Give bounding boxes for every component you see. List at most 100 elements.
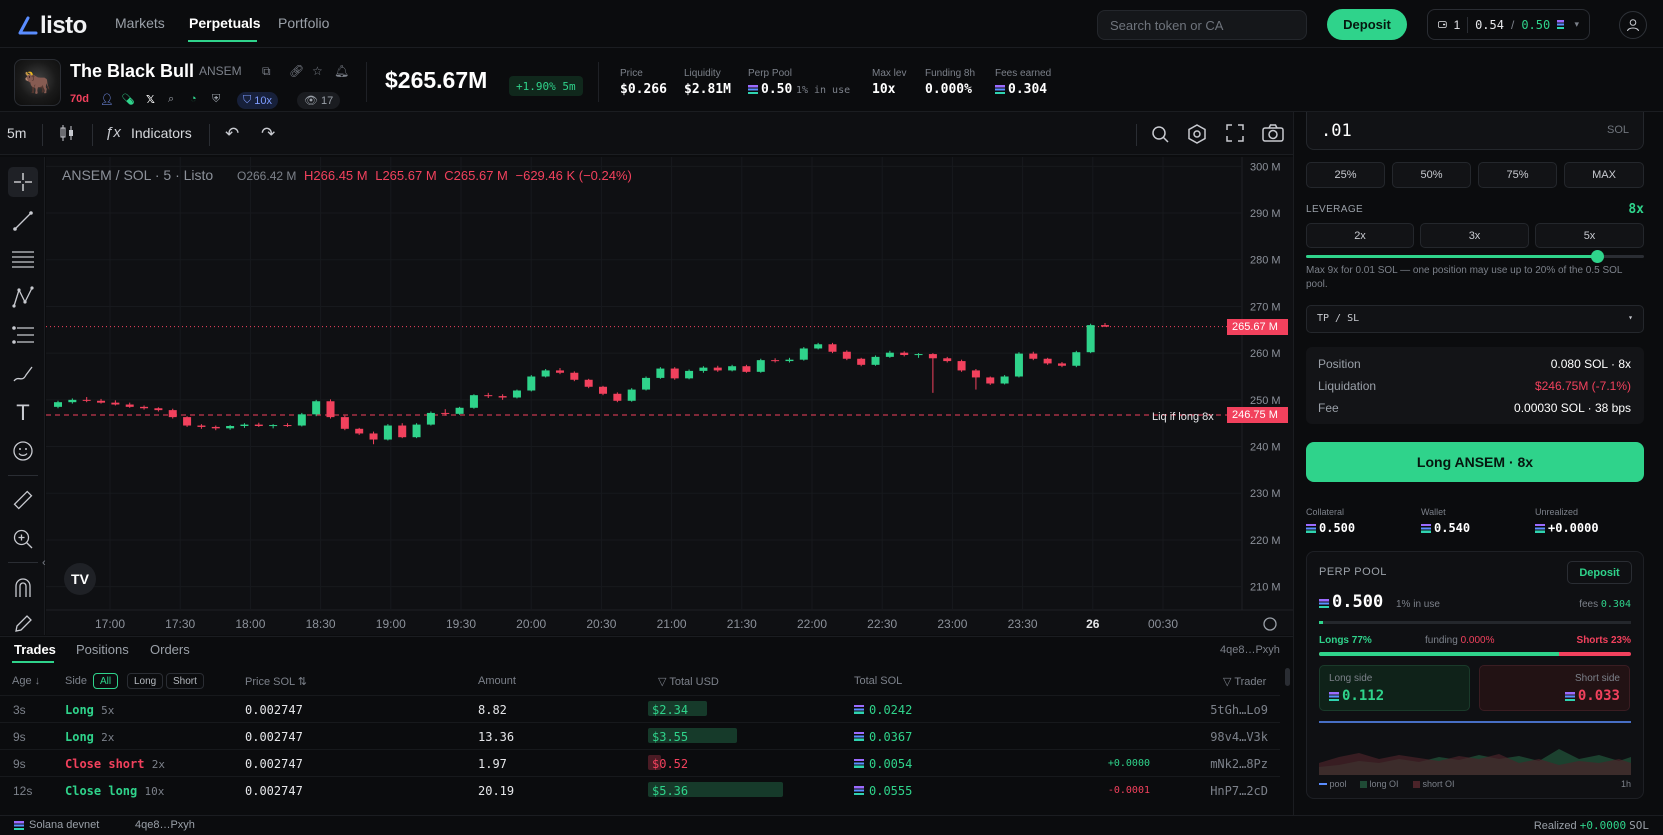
leverage-5x-button[interactable]: 5x [1535,223,1644,248]
header-price[interactable]: Price SOL ⇅ [245,675,307,688]
axis-settings-icon[interactable] [1263,617,1277,631]
wallet-balance: 0.54 [1475,17,1504,32]
table-row[interactable]: 9s Long 2x 0.002747 13.36 $3.55 0.0367 98v4…V3… [0,722,1280,749]
table-row[interactable]: 3s Long 5x 0.002747 8.82 $2.34 0.0242 5tGh…Lo9 [0,695,1280,722]
legend-short-oi-label: short OI [1422,779,1455,789]
trader-filter-id[interactable]: 4qe8…Pxyh [1220,644,1280,656]
pct-75-button[interactable]: 75% [1478,162,1557,188]
redo-icon[interactable]: ↷ [261,124,276,143]
tab-orders[interactable]: Orders [150,642,190,657]
header-age[interactable]: Age ↓ [12,675,41,687]
lock-icon[interactable]: ⛨ [212,93,221,105]
camera-icon[interactable] [1262,124,1284,147]
trade-trader[interactable]: 98v4…V3k [1210,730,1268,744]
leverage-2x-button[interactable]: 2x [1306,223,1414,248]
candle-body [527,376,536,391]
table-row[interactable]: 9s Close short 2x 0.002747 1.97 $0.52 0.0054 +… [0,749,1280,776]
wallet-selector[interactable]: 1 0.54 / 0.50 ▾ [1427,9,1590,40]
link-icon[interactable]: 🔗︎ [289,64,305,78]
scrollbar[interactable] [1285,668,1290,686]
ruler-icon[interactable] [8,485,38,515]
usd-volume-bar [648,755,661,770]
interval-selector[interactable]: 5m [7,125,27,141]
header-trader[interactable]: ▽ Trader [1223,675,1266,688]
status-bar: Solana devnet 4qe8…Pxyh Realized +0.0000… [0,815,1663,835]
tradingview-logo[interactable]: TV [64,563,96,595]
text-tool-icon[interactable]: T [16,400,30,425]
long-submit-button[interactable]: Long ANSEM · 8x [1306,442,1644,482]
brush-icon[interactable] [8,359,38,389]
indicators-icon[interactable]: ƒx [105,124,121,141]
header-total-usd[interactable]: ▽ Total USD [658,675,719,688]
profile-avatar[interactable] [1619,11,1647,39]
undo-icon[interactable]: ↶ [225,124,240,143]
collapse-toolbar-icon[interactable]: ‹ [42,557,46,569]
search-icon[interactable]: ⌕ [168,93,175,105]
y-tick-label: 240 M [1250,442,1281,454]
filter-short[interactable]: Short [166,673,204,689]
candle-body [312,401,321,415]
pool-deposit-button[interactable]: Deposit [1567,561,1632,584]
search-input[interactable]: Search token or CA [1097,10,1307,40]
trade-trader[interactable]: mNk2…8Pz [1210,757,1268,771]
fib-tool-icon[interactable] [8,320,38,350]
tab-trades[interactable]: Trades [14,642,56,657]
settings-icon[interactable] [1187,124,1207,149]
nav-markets[interactable]: Markets [115,15,165,31]
balance-value: +0.0000 [1548,521,1599,535]
candle-body [297,414,306,426]
pct-max-button[interactable]: MAX [1564,162,1644,188]
tab-positions[interactable]: Positions [76,642,129,657]
magnet-icon[interactable] [8,573,38,603]
nav-perpetuals[interactable]: Perpetuals [189,15,261,31]
pill-icon[interactable]: 💊︎ [121,94,135,106]
star-icon[interactable]: ☆ [312,64,323,78]
sol-icon [854,732,864,741]
price-chart[interactable]: 300 M 290 M 280 M 270 M 260 M 250 M 240 M 230 M… [46,157,1293,635]
tpsl-dropdown[interactable]: TP / SL ▾ [1306,305,1644,333]
trade-age: 12s [13,784,33,798]
filter-long[interactable]: Long [127,673,164,689]
stat-value: 0.50 [761,82,793,97]
header-total-usd-label: Total USD [669,676,719,688]
trade-amount: 1.97 [478,757,507,771]
trade-trader[interactable]: 5tGh…Lo9 [1210,703,1268,717]
wallet-count: 1 [1453,17,1461,32]
copy-icon[interactable]: ⧉ [262,64,271,78]
leverage-slider-handle[interactable] [1590,250,1604,263]
table-row[interactable]: 12s Close long 10x 0.002747 20.19 $5.36 0.055… [0,776,1280,803]
logo[interactable]: listo [16,12,87,40]
trend-line-icon[interactable] [8,206,38,236]
status-wallet[interactable]: 4qe8…Pxyh [135,819,195,831]
trade-trader[interactable]: HnP7…2cD [1210,784,1268,798]
leverage-value: 8x [1628,202,1644,217]
deposit-button[interactable]: Deposit [1327,9,1407,40]
emoji-icon[interactable] [8,436,38,466]
chart-icon[interactable]: ◔ [190,93,197,105]
amount-input[interactable]: .01 SOL [1306,112,1644,150]
nav-portfolio[interactable]: Portfolio [278,15,330,31]
candle-body [1057,363,1066,366]
fullscreen-icon[interactable] [1226,124,1244,147]
pencil-icon[interactable] [8,609,38,639]
zoom-search-icon[interactable] [1150,124,1170,149]
filter-all[interactable]: All [93,673,119,689]
pool-fees-value: 0.304 [1600,599,1631,610]
candle-body [1029,353,1038,359]
zoom-in-icon[interactable] [8,524,38,554]
pattern-icon[interactable] [8,282,38,312]
candle-body [441,412,450,414]
pct-25-button[interactable]: 25% [1306,162,1385,188]
candle-type-icon[interactable] [59,124,75,147]
user-icon[interactable]: 👤︎ [100,94,114,106]
crosshair-icon[interactable] [8,167,38,197]
indicators-button[interactable]: Indicators [131,125,192,141]
pct-50-button[interactable]: 50% [1392,162,1471,188]
leverage-3x-button[interactable]: 3x [1420,223,1529,248]
stat-label: Funding 8h [925,68,976,79]
horizontal-lines-icon[interactable] [8,244,38,274]
bell-icon[interactable]: 🔔︎ [334,64,350,78]
chart-canvas[interactable]: 300 M 290 M 280 M 270 M 260 M 250 M 240 M 230 M… [46,157,1293,635]
trade-pnl: +0.0000 [1107,758,1150,769]
x-icon[interactable]: 𝕏 [146,94,155,106]
